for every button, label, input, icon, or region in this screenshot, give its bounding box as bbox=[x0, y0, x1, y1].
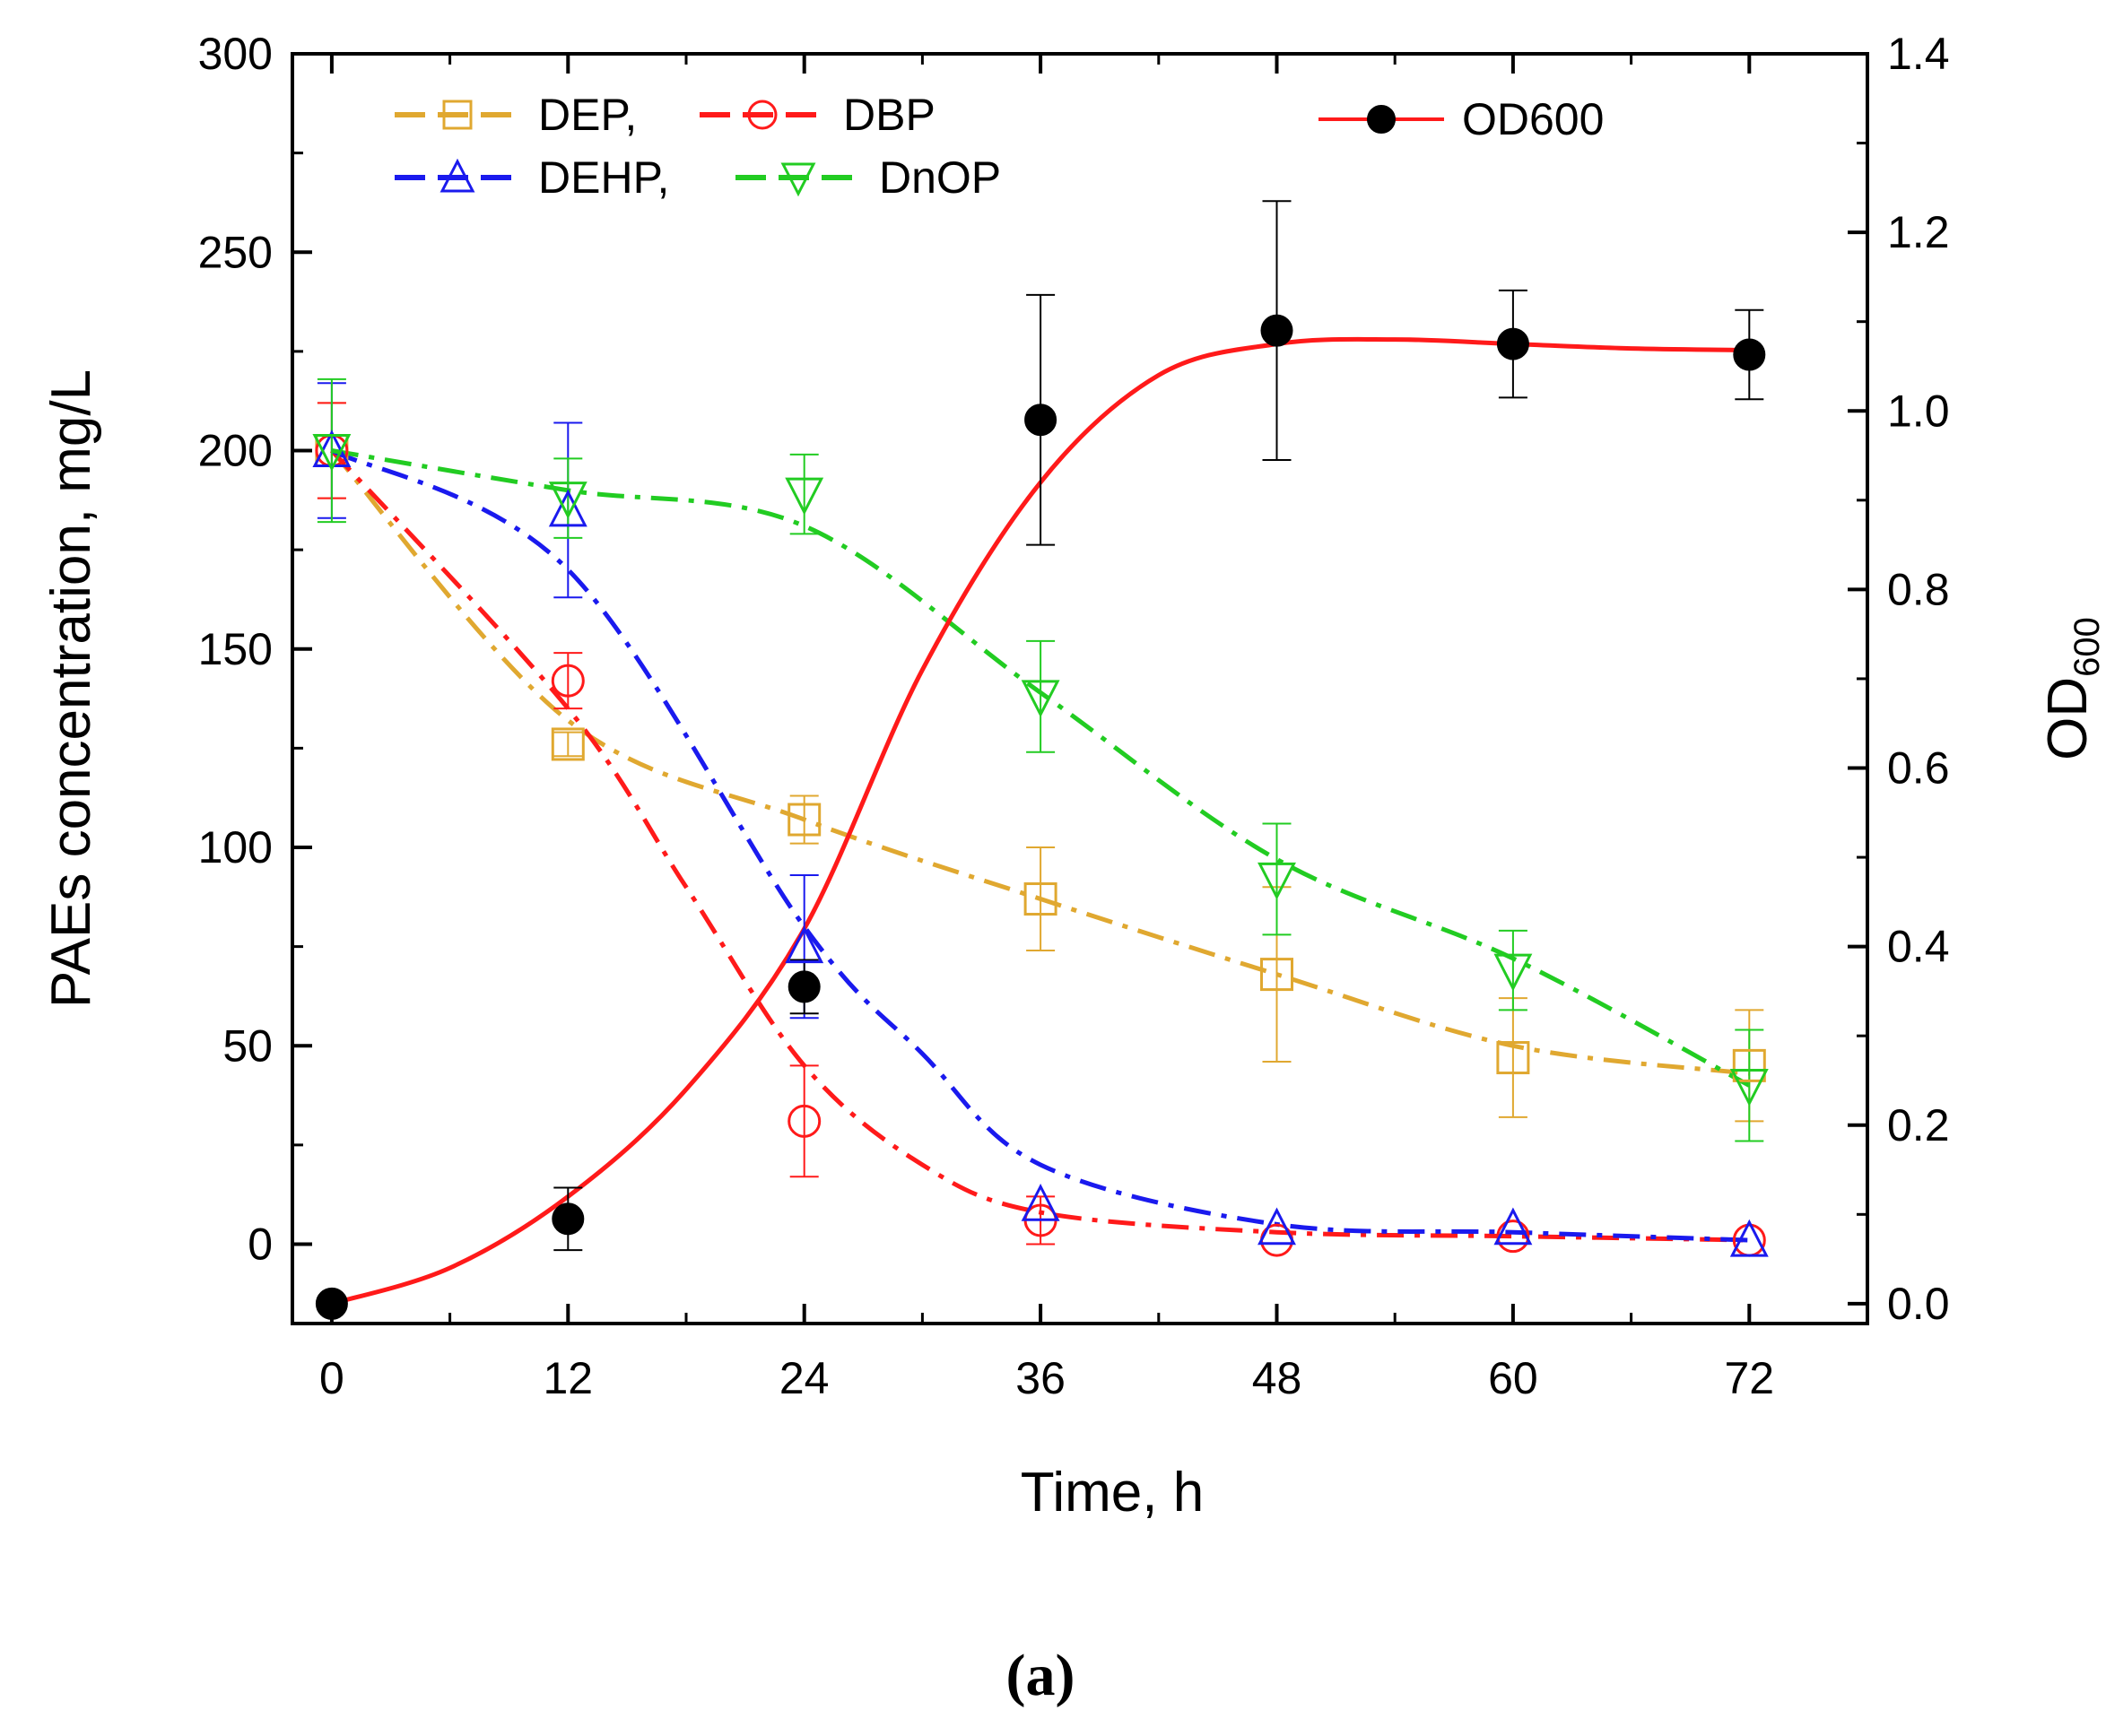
y2-tick-label: 0.0 bbox=[1887, 1279, 1950, 1329]
y2-axis-title: OD600 bbox=[2037, 617, 2106, 760]
y-axis-title: PAEs concentration, mg/L bbox=[40, 369, 102, 1008]
data-markers bbox=[312, 314, 1769, 1320]
od600-point bbox=[1260, 314, 1293, 347]
x-tick-label: 48 bbox=[1252, 1353, 1302, 1403]
od600-point bbox=[788, 970, 821, 1003]
legend-dehp-marker bbox=[439, 158, 475, 193]
dbp-point bbox=[788, 1104, 822, 1138]
od600-point bbox=[552, 1202, 585, 1236]
x-axis-title: Time, h bbox=[1021, 1462, 1204, 1523]
dehp-point bbox=[785, 925, 824, 964]
dnop-point bbox=[1493, 953, 1533, 992]
dnop-point bbox=[1021, 680, 1060, 718]
y-tick-label: 50 bbox=[222, 1020, 273, 1071]
dehp-point bbox=[1493, 1207, 1533, 1246]
od600-point bbox=[315, 1287, 348, 1320]
dep-point bbox=[551, 727, 585, 761]
legend: DEP, DBP DEHP, DnOP OD600 bbox=[395, 90, 1604, 203]
dnop-point bbox=[312, 434, 352, 472]
dehp-point bbox=[1729, 1219, 1769, 1257]
dep-point bbox=[1260, 958, 1293, 992]
legend-od600-marker bbox=[1367, 105, 1396, 134]
y2-tick-label: 0.6 bbox=[1887, 743, 1950, 794]
plot-area-border bbox=[291, 52, 1869, 1325]
y-tick-label: 100 bbox=[198, 822, 273, 872]
y2-axis-title-subscript: 600 bbox=[2067, 617, 2106, 677]
legend-od600-label: OD600 bbox=[1462, 94, 1604, 144]
y-tick-label: 300 bbox=[198, 29, 273, 79]
legend-dbp-marker bbox=[747, 100, 778, 130]
x-tick-label: 24 bbox=[779, 1353, 830, 1403]
dnop-point bbox=[1258, 862, 1296, 900]
od600-point bbox=[1496, 327, 1529, 360]
legend-dep-label: DEP, bbox=[538, 90, 637, 140]
legend-dnop-label: DnOP bbox=[879, 152, 1001, 203]
x-tick-label: 60 bbox=[1488, 1353, 1538, 1403]
dbp-point bbox=[551, 664, 585, 698]
x-tick-label: 36 bbox=[1015, 1353, 1066, 1403]
dehp-point bbox=[548, 489, 587, 527]
dbp-point bbox=[1496, 1220, 1530, 1254]
dbp-fit-line bbox=[330, 448, 1750, 1243]
dehp-fit-line bbox=[330, 448, 1750, 1243]
legend-dnop-marker bbox=[780, 162, 816, 197]
dnop-point bbox=[548, 482, 587, 519]
x-tick-label: 0 bbox=[319, 1353, 344, 1403]
x-tick-label: 72 bbox=[1724, 1353, 1774, 1403]
dep-point bbox=[1496, 1041, 1530, 1075]
y2-axis-title-main: OD bbox=[2037, 677, 2099, 760]
y2-tick-label: 0.4 bbox=[1887, 922, 1950, 972]
error-bars bbox=[317, 200, 1764, 1252]
y-tick-label: 250 bbox=[198, 227, 273, 277]
panel-label: (a) bbox=[1006, 1643, 1075, 1708]
x-tick-label: 12 bbox=[543, 1353, 593, 1403]
dehp-point bbox=[1021, 1183, 1060, 1221]
y2-tick-label: 0.8 bbox=[1887, 564, 1950, 614]
y2-tick-label: 1.4 bbox=[1887, 29, 1950, 79]
y-tick-label: 150 bbox=[198, 624, 273, 674]
axis-ticks: 0 12 24 36 48 60 72 0 50 100 150 200 250 300 0.0 0.2 0.4… bbox=[198, 29, 1950, 1403]
dep-point bbox=[788, 803, 822, 837]
od600-fit-line bbox=[331, 336, 1750, 1306]
legend-dep-marker bbox=[442, 100, 473, 130]
od600-point bbox=[1024, 404, 1057, 437]
od600-point bbox=[1733, 338, 1766, 371]
dehp-point bbox=[1258, 1207, 1296, 1246]
legend-dehp-label: DEHP, bbox=[538, 152, 669, 203]
y2-tick-label: 1.2 bbox=[1887, 207, 1950, 257]
y-tick-label: 0 bbox=[248, 1220, 273, 1270]
plot-frame bbox=[291, 52, 1869, 1325]
legend-dbp-label: DBP bbox=[843, 90, 936, 140]
y2-tick-label: 0.2 bbox=[1887, 1100, 1950, 1150]
dnop-point bbox=[1729, 1069, 1769, 1107]
y-tick-label: 200 bbox=[198, 426, 273, 476]
dnop-point bbox=[785, 477, 824, 516]
y2-tick-label: 1.0 bbox=[1887, 386, 1950, 436]
dep-point bbox=[1023, 882, 1057, 916]
dep-point bbox=[1732, 1048, 1766, 1082]
